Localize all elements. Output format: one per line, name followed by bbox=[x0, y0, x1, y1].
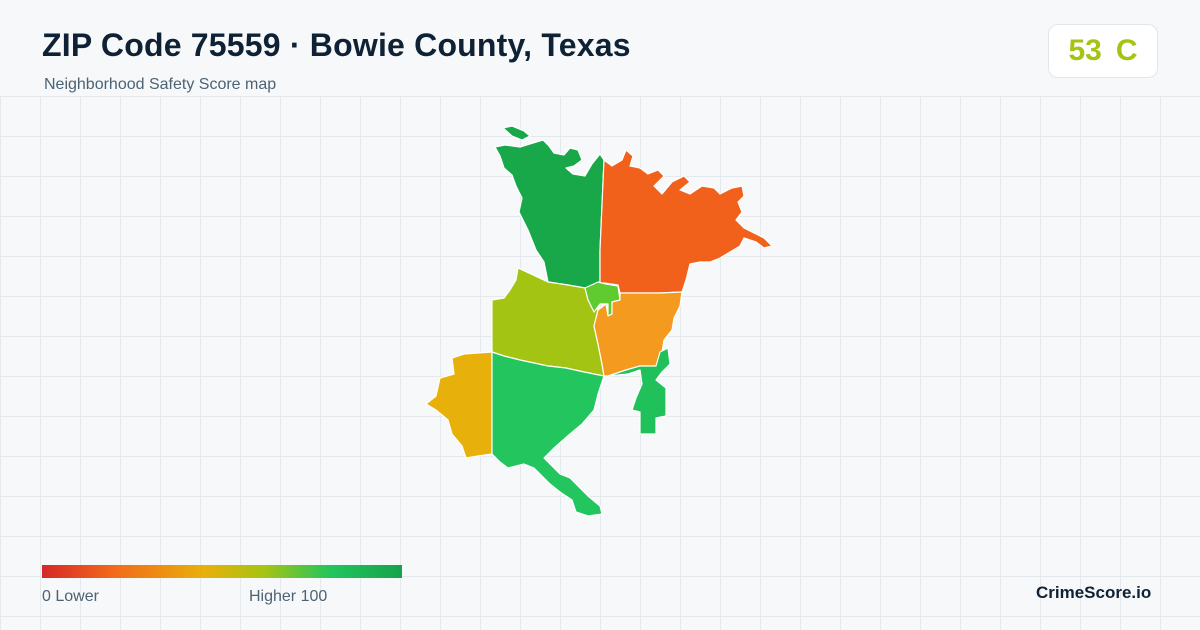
region-east-strip[interactable] bbox=[607, 347, 671, 435]
score-grade: C bbox=[1115, 34, 1138, 67]
brand-logo-text[interactable]: CrimeScore.io bbox=[1036, 583, 1152, 602]
page-subtitle: Neighborhood Safety Score map bbox=[44, 76, 277, 93]
region-northwest[interactable] bbox=[494, 125, 605, 289]
region-south[interactable] bbox=[491, 351, 605, 517]
header: ZIP Code 75559 · Bowie County, Texas Nei… bbox=[0, 0, 1200, 96]
legend-low-label: 0 Lower bbox=[42, 588, 99, 605]
page-title: ZIP Code 75559 · Bowie County, Texas bbox=[42, 27, 631, 63]
region-southwest-edge[interactable] bbox=[425, 351, 493, 459]
region-northeast[interactable] bbox=[599, 149, 773, 294]
legend-gradient-bar bbox=[42, 565, 402, 578]
score-value: 53 bbox=[1068, 34, 1102, 67]
score-badge: 53 C bbox=[1048, 24, 1158, 78]
legend-high-label: Higher 100 bbox=[249, 588, 328, 605]
